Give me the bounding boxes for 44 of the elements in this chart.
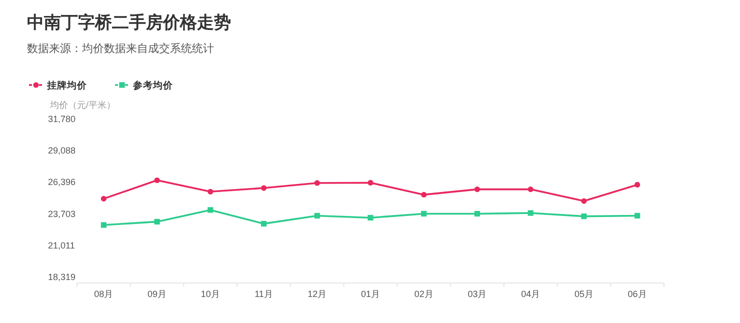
y-tick-label: 29,088 (48, 146, 76, 156)
point (474, 186, 480, 192)
point (100, 196, 106, 202)
x-tick-label: 09月 (148, 289, 167, 299)
chart-subtitle: 数据来源：均价数据来自成交系统统计 (27, 42, 214, 55)
x-tick-label: 01月 (360, 289, 380, 299)
x-tick-label: 03月 (468, 289, 487, 299)
x-tick-label: 06月 (628, 289, 647, 299)
point (528, 210, 534, 216)
x-tick-label: 12月 (308, 289, 327, 299)
point (154, 218, 160, 225)
y-tick-label: 31,780 (48, 114, 76, 124)
x-tick-label: 02月 (414, 289, 434, 299)
y-axis-title: 均价（元/平米） (49, 100, 116, 110)
point (314, 180, 320, 186)
point (528, 186, 534, 192)
point (634, 182, 640, 188)
y-tick-label: 23,703 (48, 208, 76, 219)
legend-label: 挂牌均价 (46, 80, 88, 92)
x-tick-label: 05月 (574, 289, 594, 299)
x-tick-label: 11月 (254, 289, 273, 299)
point (581, 198, 587, 204)
y-tick-label: 18,319 (48, 272, 76, 282)
point (208, 207, 214, 213)
point (154, 177, 160, 184)
point (208, 188, 214, 194)
x-tick-label: 08月 (94, 289, 114, 299)
point (421, 192, 427, 198)
point (421, 210, 427, 217)
point (260, 185, 267, 191)
point (368, 180, 374, 186)
point (474, 210, 480, 217)
point (581, 214, 587, 220)
x-tick-label: 04月 (521, 289, 540, 299)
chart-title: 中南丁字桥二手房价格走势 (27, 13, 231, 32)
x-tick-label: 10月 (200, 289, 220, 299)
point (368, 214, 374, 221)
y-tick-label: 21,011 (48, 240, 75, 250)
point (314, 212, 320, 219)
legend-label: 参考均价 (132, 80, 174, 92)
point (260, 220, 267, 226)
y-tick-label: 26,396 (48, 177, 76, 188)
point (100, 222, 106, 228)
point (634, 212, 640, 219)
